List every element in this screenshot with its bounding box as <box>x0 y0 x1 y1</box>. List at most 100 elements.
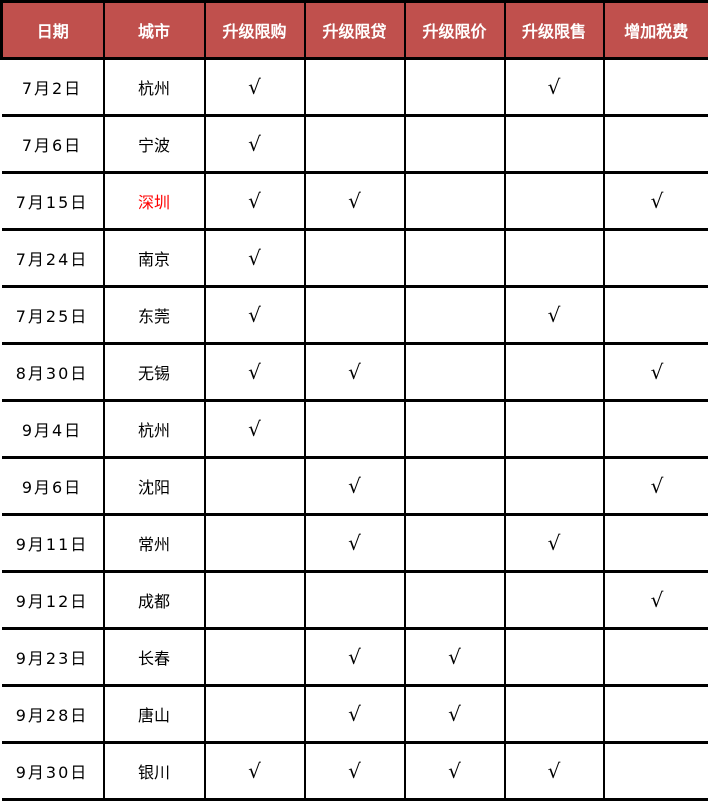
checkmark-cell: √ <box>604 572 708 629</box>
city-cell: 南京 <box>104 230 205 287</box>
empty-cell <box>505 686 604 743</box>
empty-cell <box>505 458 604 515</box>
date-cell: 9月6日 <box>2 458 104 515</box>
checkmark-cell: √ <box>604 173 708 230</box>
empty-cell <box>505 629 604 686</box>
column-header-date: 日期 <box>2 2 104 59</box>
empty-cell <box>405 59 505 116</box>
empty-cell <box>405 116 505 173</box>
date-cell: 8月30日 <box>2 344 104 401</box>
checkmark-cell: √ <box>305 515 405 572</box>
table-row: 9月4日杭州√ <box>2 401 708 458</box>
table-row: 9月6日沈阳 √ √ <box>2 458 708 515</box>
table-row: 7月24日南京√ <box>2 230 708 287</box>
city-cell: 成都 <box>104 572 205 629</box>
table-row: 8月30日无锡√√√ <box>2 344 708 401</box>
empty-cell <box>305 230 405 287</box>
city-cell: 无锡 <box>104 344 205 401</box>
checkmark-cell: √ <box>305 686 405 743</box>
date-cell: 9月12日 <box>2 572 104 629</box>
empty-cell <box>405 287 505 344</box>
empty-cell <box>205 515 305 572</box>
column-header-city: 城市 <box>104 2 205 59</box>
date-cell: 7月24日 <box>2 230 104 287</box>
city-cell: 长春 <box>104 629 205 686</box>
city-cell: 沈阳 <box>104 458 205 515</box>
table-row: 9月28日唐山 √√ <box>2 686 708 743</box>
checkmark-cell: √ <box>405 743 505 800</box>
empty-cell <box>505 572 604 629</box>
city-cell: 东莞 <box>104 287 205 344</box>
checkmark-cell: √ <box>305 458 405 515</box>
checkmark-cell: √ <box>305 743 405 800</box>
empty-cell <box>505 173 604 230</box>
empty-cell <box>405 572 505 629</box>
table-row: 7月15日深圳√√√ <box>2 173 708 230</box>
empty-cell <box>205 686 305 743</box>
checkmark-cell: √ <box>505 287 604 344</box>
header-row: 日期 城市 升级限购 升级限贷 升级限价 升级限售 增加税费 <box>2 2 708 59</box>
empty-cell <box>305 401 405 458</box>
empty-cell <box>604 515 708 572</box>
table-row: 7月25日东莞√√ <box>2 287 708 344</box>
empty-cell <box>604 401 708 458</box>
empty-cell <box>305 287 405 344</box>
checkmark-cell: √ <box>205 743 305 800</box>
empty-cell <box>505 116 604 173</box>
empty-cell <box>405 230 505 287</box>
empty-cell <box>305 572 405 629</box>
empty-cell <box>405 344 505 401</box>
checkmark-cell: √ <box>305 344 405 401</box>
city-cell: 常州 <box>104 515 205 572</box>
city-cell: 杭州 <box>104 401 205 458</box>
empty-cell <box>405 401 505 458</box>
checkmark-cell: √ <box>405 686 505 743</box>
checkmark-cell: √ <box>505 743 604 800</box>
empty-cell <box>305 116 405 173</box>
date-cell: 7月2日 <box>2 59 104 116</box>
column-header-loan-limit: 升级限贷 <box>305 2 405 59</box>
date-cell: 7月6日 <box>2 116 104 173</box>
empty-cell <box>405 173 505 230</box>
empty-cell <box>305 59 405 116</box>
column-header-purchase-limit: 升级限购 <box>205 2 305 59</box>
table-row: 9月12日成都 √ <box>2 572 708 629</box>
checkmark-cell: √ <box>205 230 305 287</box>
city-cell: 唐山 <box>104 686 205 743</box>
empty-cell <box>505 230 604 287</box>
empty-cell <box>604 230 708 287</box>
checkmark-cell: √ <box>305 629 405 686</box>
checkmark-cell: √ <box>205 116 305 173</box>
checkmark-cell: √ <box>604 344 708 401</box>
empty-cell <box>604 686 708 743</box>
checkmark-cell: √ <box>305 173 405 230</box>
city-cell: 深圳 <box>104 173 205 230</box>
table-row: 9月23日长春√√ <box>2 629 708 686</box>
checkmark-cell: √ <box>205 287 305 344</box>
empty-cell <box>205 458 305 515</box>
checkmark-cell: √ <box>205 401 305 458</box>
checkmark-cell: √ <box>604 458 708 515</box>
checkmark-cell: √ <box>505 59 604 116</box>
column-header-tax-increase: 增加税费 <box>604 2 708 59</box>
table-row: 7月6日宁波√ <box>2 116 708 173</box>
date-cell: 9月23日 <box>2 629 104 686</box>
empty-cell <box>604 287 708 344</box>
date-cell: 7月15日 <box>2 173 104 230</box>
checkmark-cell: √ <box>205 344 305 401</box>
date-cell: 7月25日 <box>2 287 104 344</box>
table-row: 9月11日常州√√ <box>2 515 708 572</box>
date-cell: 9月30日 <box>2 743 104 800</box>
empty-cell <box>405 515 505 572</box>
empty-cell <box>604 116 708 173</box>
empty-cell <box>205 572 305 629</box>
empty-cell <box>405 458 505 515</box>
empty-cell <box>604 743 708 800</box>
checkmark-cell: √ <box>205 59 305 116</box>
empty-cell <box>505 401 604 458</box>
city-cell: 银川 <box>104 743 205 800</box>
date-cell: 9月28日 <box>2 686 104 743</box>
empty-cell <box>505 344 604 401</box>
table-row: 9月30日银川√√√√ <box>2 743 708 800</box>
